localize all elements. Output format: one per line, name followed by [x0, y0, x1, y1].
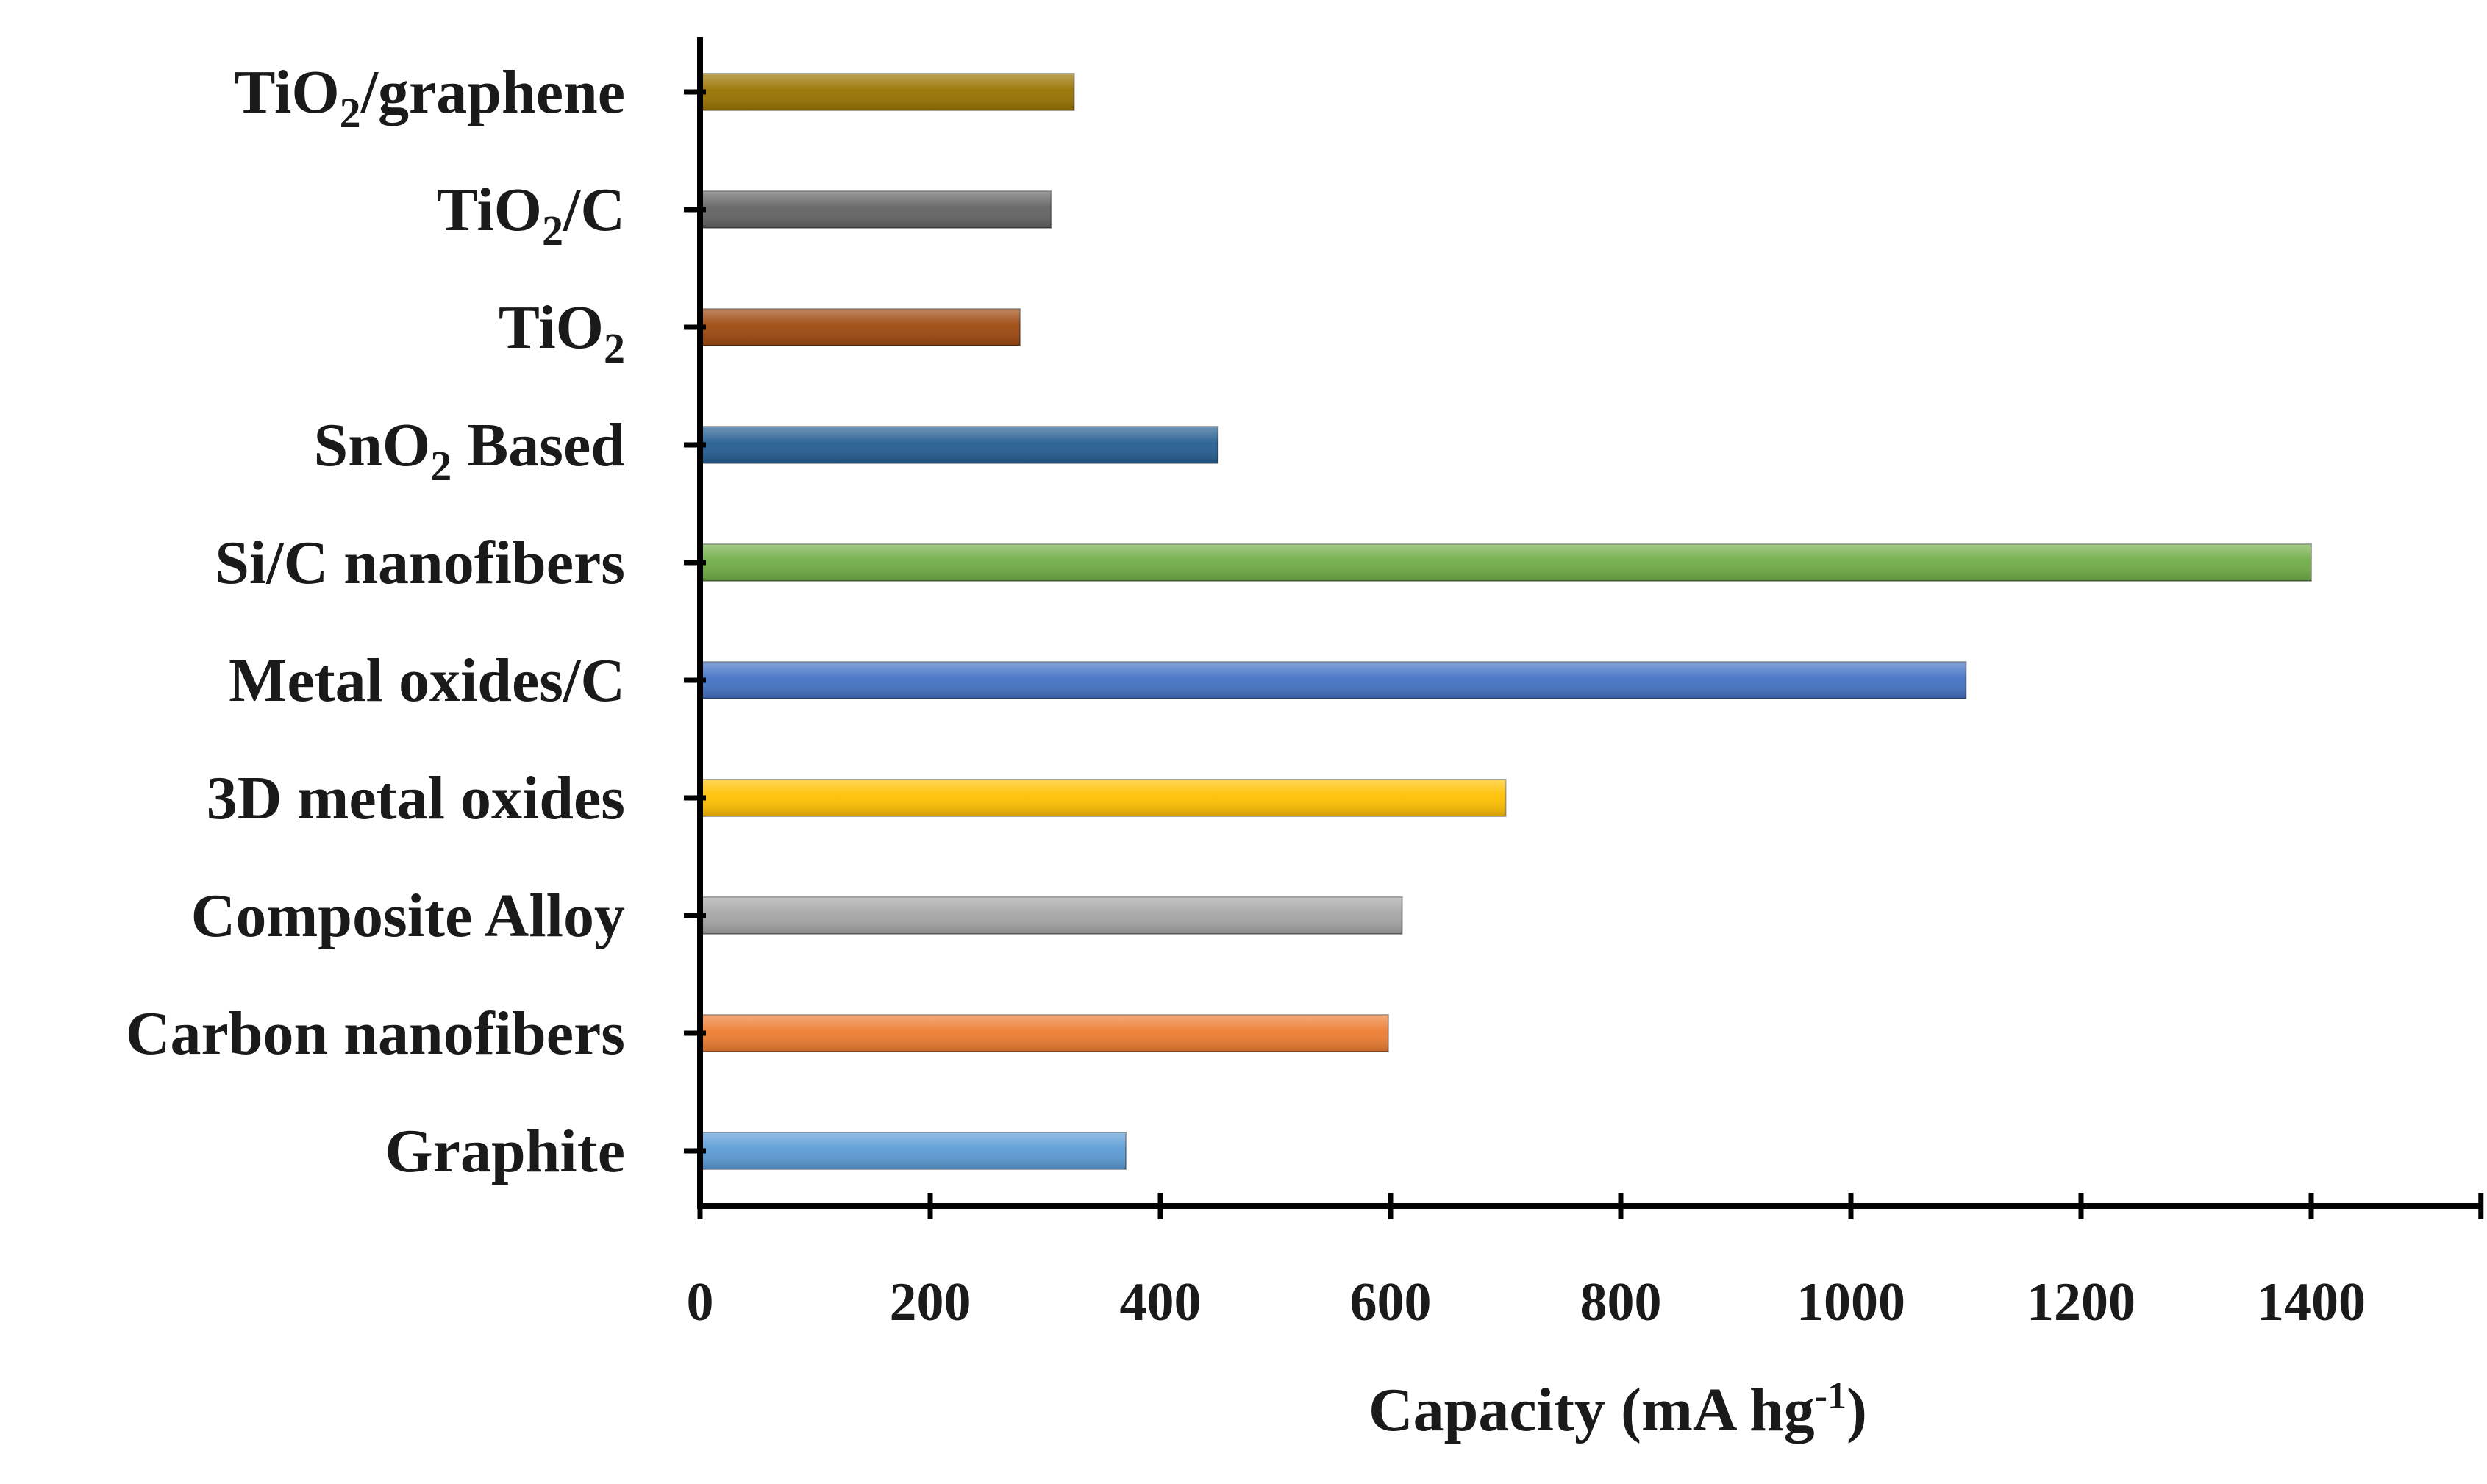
category-label-tio2: TiO2 [499, 293, 625, 372]
category-label-main: TiO [234, 58, 339, 126]
category-label-main: TiO [499, 293, 604, 362]
bar-graphite-shading [700, 1132, 1127, 1169]
category-label-subscript: 2 [542, 207, 563, 254]
category-label-metal-oxides-c: Metal oxides/C [229, 646, 625, 715]
category-label-3d-metal-oxides: 3D metal oxides [207, 764, 625, 832]
category-label-carbon-nanofibers: Carbon nanofibers [126, 999, 625, 1068]
category-label-composite-alloy: Composite Alloy [191, 882, 625, 950]
category-labels: Graphite Carbon nanofibers Composite Alloy… [126, 58, 625, 1185]
category-label-tio2-c: TiO2/C [437, 176, 625, 254]
category-label-subscript: 2 [430, 442, 452, 490]
x-tick-label: 200 [890, 1272, 971, 1333]
x-tick-label: 400 [1120, 1272, 1202, 1333]
x-tick-label: 1400 [2257, 1272, 2366, 1333]
bar-3d-metal-oxides-shading [700, 780, 1506, 816]
bar-metal-oxides-c-shading [700, 662, 1966, 699]
category-label-suffix: Based [452, 411, 625, 479]
x-axis-title-superscript: -1 [1815, 1375, 1846, 1417]
x-tick-label: 1200 [2027, 1272, 2135, 1333]
bar-si-c-nanofibers-shading [700, 544, 2311, 581]
x-axis-title-main: Capacity (mA hg [1369, 1376, 1815, 1444]
bars-group [699, 73, 2312, 1170]
x-tick-labels: 0 200 400 600 800 1000 1200 1400 [687, 1272, 2366, 1333]
category-label-main: SnO [314, 411, 431, 479]
x-axis-title: Capacity (mA hg-1) [1369, 1375, 1867, 1444]
category-label-suffix: /C [563, 176, 625, 244]
category-label-si-c-nanofibers: Si/C nanofibers [215, 529, 625, 597]
bar-tio2-c-shading [700, 191, 1052, 228]
category-label-sno2-based: SnO2 Based [314, 411, 626, 490]
x-tick-label: 600 [1350, 1272, 1432, 1333]
category-label-tio2-graphene: TiO2/graphene [234, 58, 625, 137]
x-tick-label: 1000 [1796, 1272, 1905, 1333]
axes [684, 37, 2484, 1219]
bar-tio2-graphene-shading [700, 74, 1074, 110]
x-axis-title-end: ) [1846, 1376, 1867, 1444]
bar-tio2-shading [700, 309, 1021, 346]
bar-sno2-based-shading [700, 427, 1218, 463]
bar-carbon-nanofibers-shading [700, 1015, 1388, 1052]
bar-composite-alloy-shading [700, 897, 1402, 934]
category-label-suffix: /graphene [360, 58, 625, 126]
category-label-graphite: Graphite [385, 1117, 625, 1185]
x-tick-label: 800 [1580, 1272, 1662, 1333]
category-label-main: TiO [437, 176, 542, 244]
x-tick-label: 0 [687, 1272, 714, 1333]
category-label-subscript: 2 [340, 89, 361, 137]
category-label-subscript: 2 [604, 324, 625, 372]
